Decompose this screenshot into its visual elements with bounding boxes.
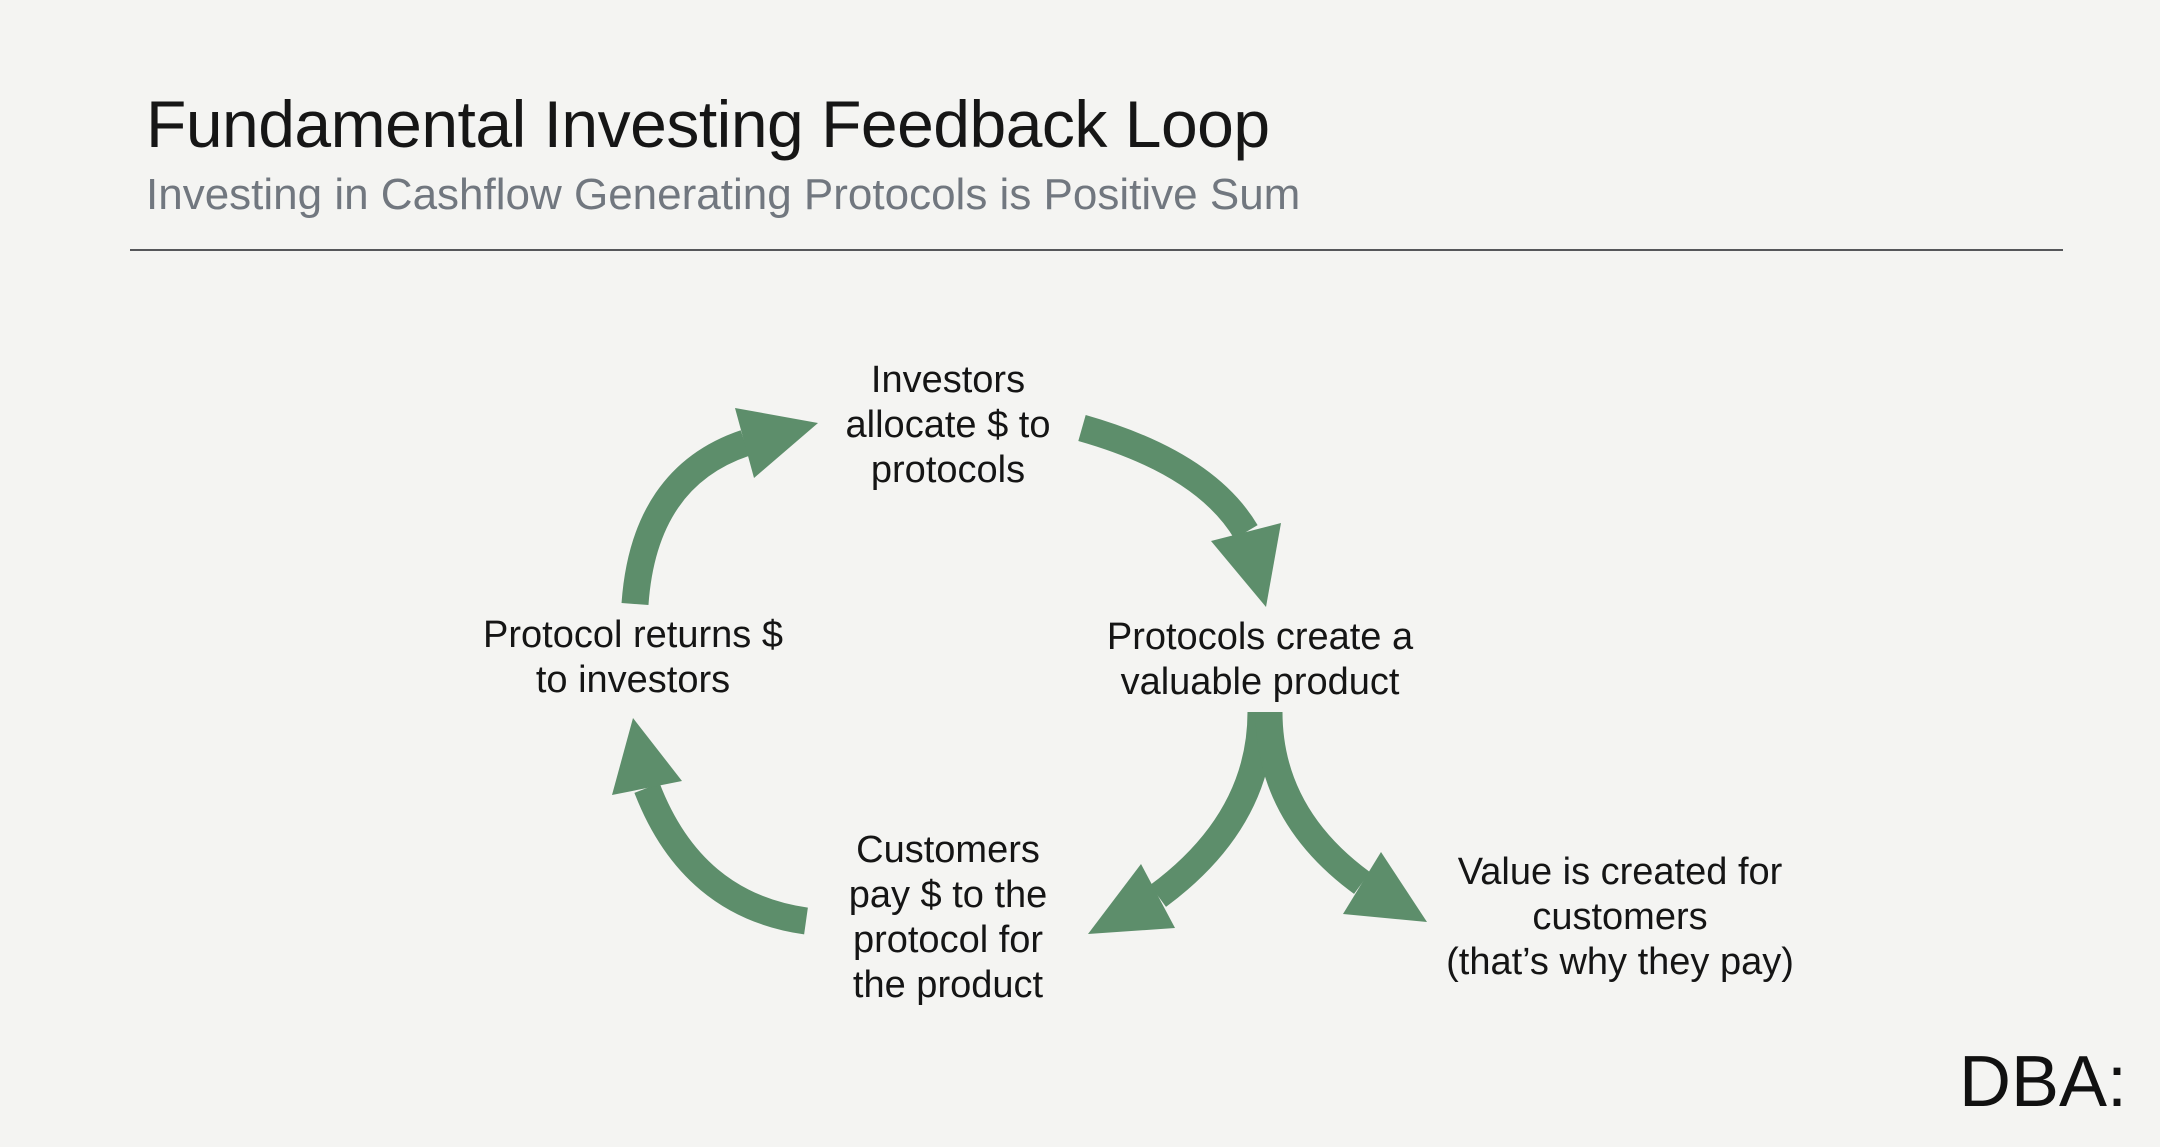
page-subtitle: Investing in Cashflow Generating Protoco… [146, 170, 1301, 219]
arrow-shaft [1078, 415, 1258, 540]
arrow-shaft [1149, 711, 1275, 907]
arrowhead-icon [1343, 852, 1427, 922]
node-protocol-returns: Protocol returns $ to investors [483, 614, 783, 701]
page-title: Fundamental Investing Feedback Loop [146, 87, 1270, 161]
arrow-create-to-pay-icon [1088, 711, 1275, 934]
arrow-pay-to-returns-icon [612, 718, 809, 935]
arrow-shaft [634, 783, 809, 935]
arrow-shaft [1255, 711, 1371, 894]
arrowhead-icon [1211, 523, 1281, 607]
arrow-shaft [621, 430, 750, 606]
arrow-allocate-to-create-icon [1078, 415, 1281, 607]
node-value-created: Value is created for customers (that’s w… [1446, 851, 1794, 983]
arrowhead-icon [1088, 864, 1175, 934]
node-investors-allocate: Investors allocate $ to protocols [845, 359, 1051, 491]
arrowhead-icon [612, 718, 682, 795]
arrowhead-icon [735, 408, 818, 478]
node-customers-pay: Customers pay $ to the protocol for the … [848, 829, 1048, 1006]
header-divider [130, 249, 2063, 251]
arrow-returns-to-allocate-icon [621, 408, 818, 606]
node-protocols-create: Protocols create a valuable product [1106, 616, 1414, 703]
dba-logo: DBA: [1958, 1042, 2127, 1122]
arrow-create-to-value-icon [1255, 711, 1427, 922]
